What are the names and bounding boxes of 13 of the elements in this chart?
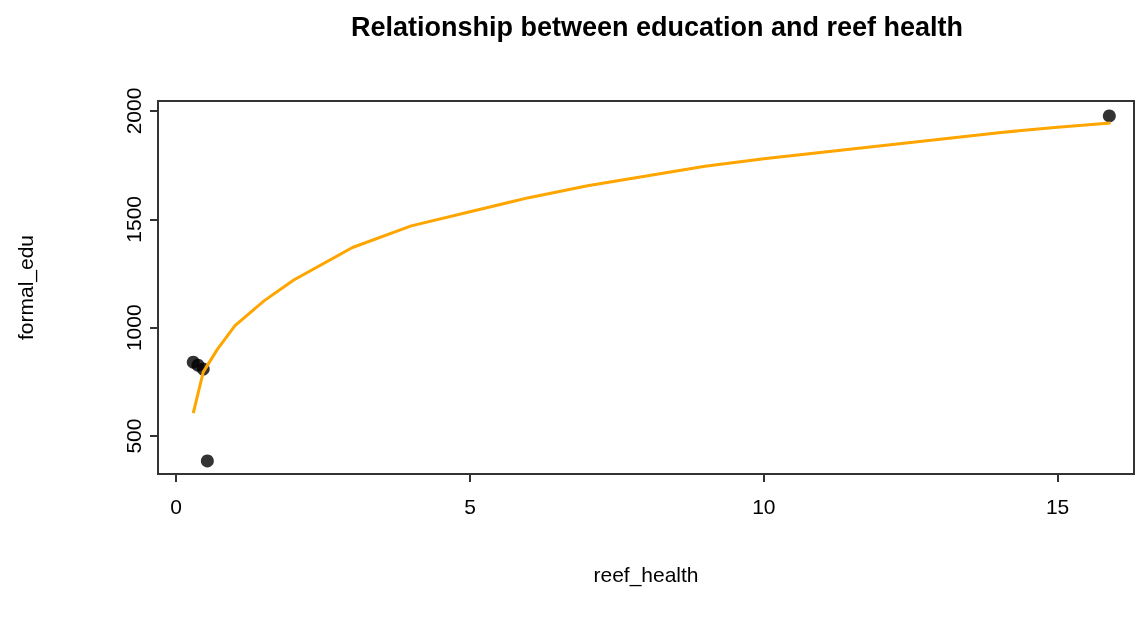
y-tick-label: 2000 [122, 87, 145, 135]
point [200, 454, 214, 468]
point [1102, 109, 1116, 123]
chart-title: Relationship between education and reef health [350, 11, 964, 42]
x-tick-label: 0 [170, 495, 183, 518]
x-tick-label: 10 [752, 495, 776, 518]
x-axis-title: reef_health [593, 563, 699, 587]
y-tick-label: 1500 [122, 195, 145, 243]
x-tick-label: 15 [1045, 495, 1070, 518]
y-tick-label: 500 [122, 418, 145, 454]
y-tick-label: 1000 [122, 304, 145, 352]
x-tick-label: 5 [464, 495, 476, 518]
y-axis-title: formal_edu [14, 234, 38, 341]
